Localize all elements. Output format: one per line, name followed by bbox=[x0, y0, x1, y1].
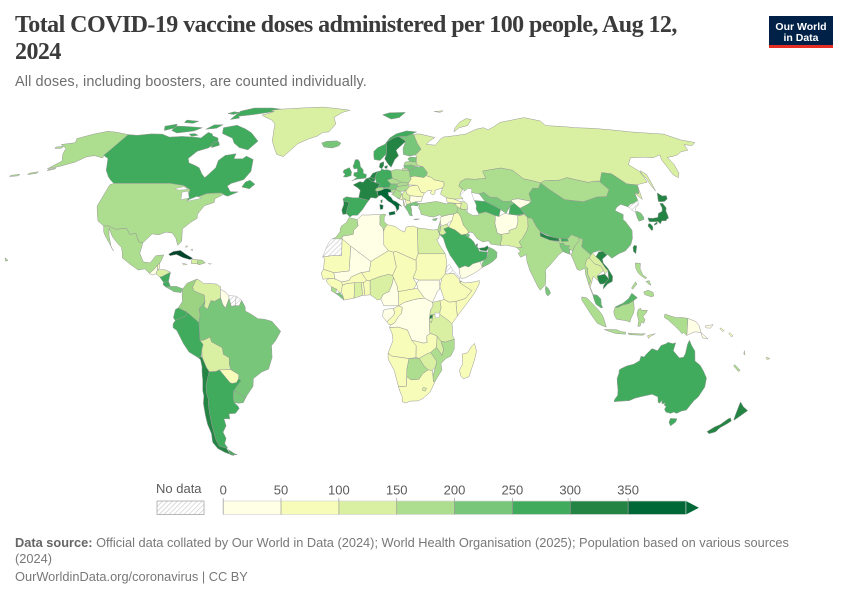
svg-text:100: 100 bbox=[328, 483, 350, 498]
svg-text:150: 150 bbox=[386, 483, 408, 498]
svg-text:50: 50 bbox=[274, 483, 288, 498]
svg-text:300: 300 bbox=[559, 483, 581, 498]
svg-text:350: 350 bbox=[617, 483, 639, 498]
svg-text:250: 250 bbox=[502, 483, 524, 498]
svg-text:0: 0 bbox=[220, 483, 227, 498]
svg-text:200: 200 bbox=[444, 483, 466, 498]
svg-text:No data: No data bbox=[156, 481, 202, 496]
